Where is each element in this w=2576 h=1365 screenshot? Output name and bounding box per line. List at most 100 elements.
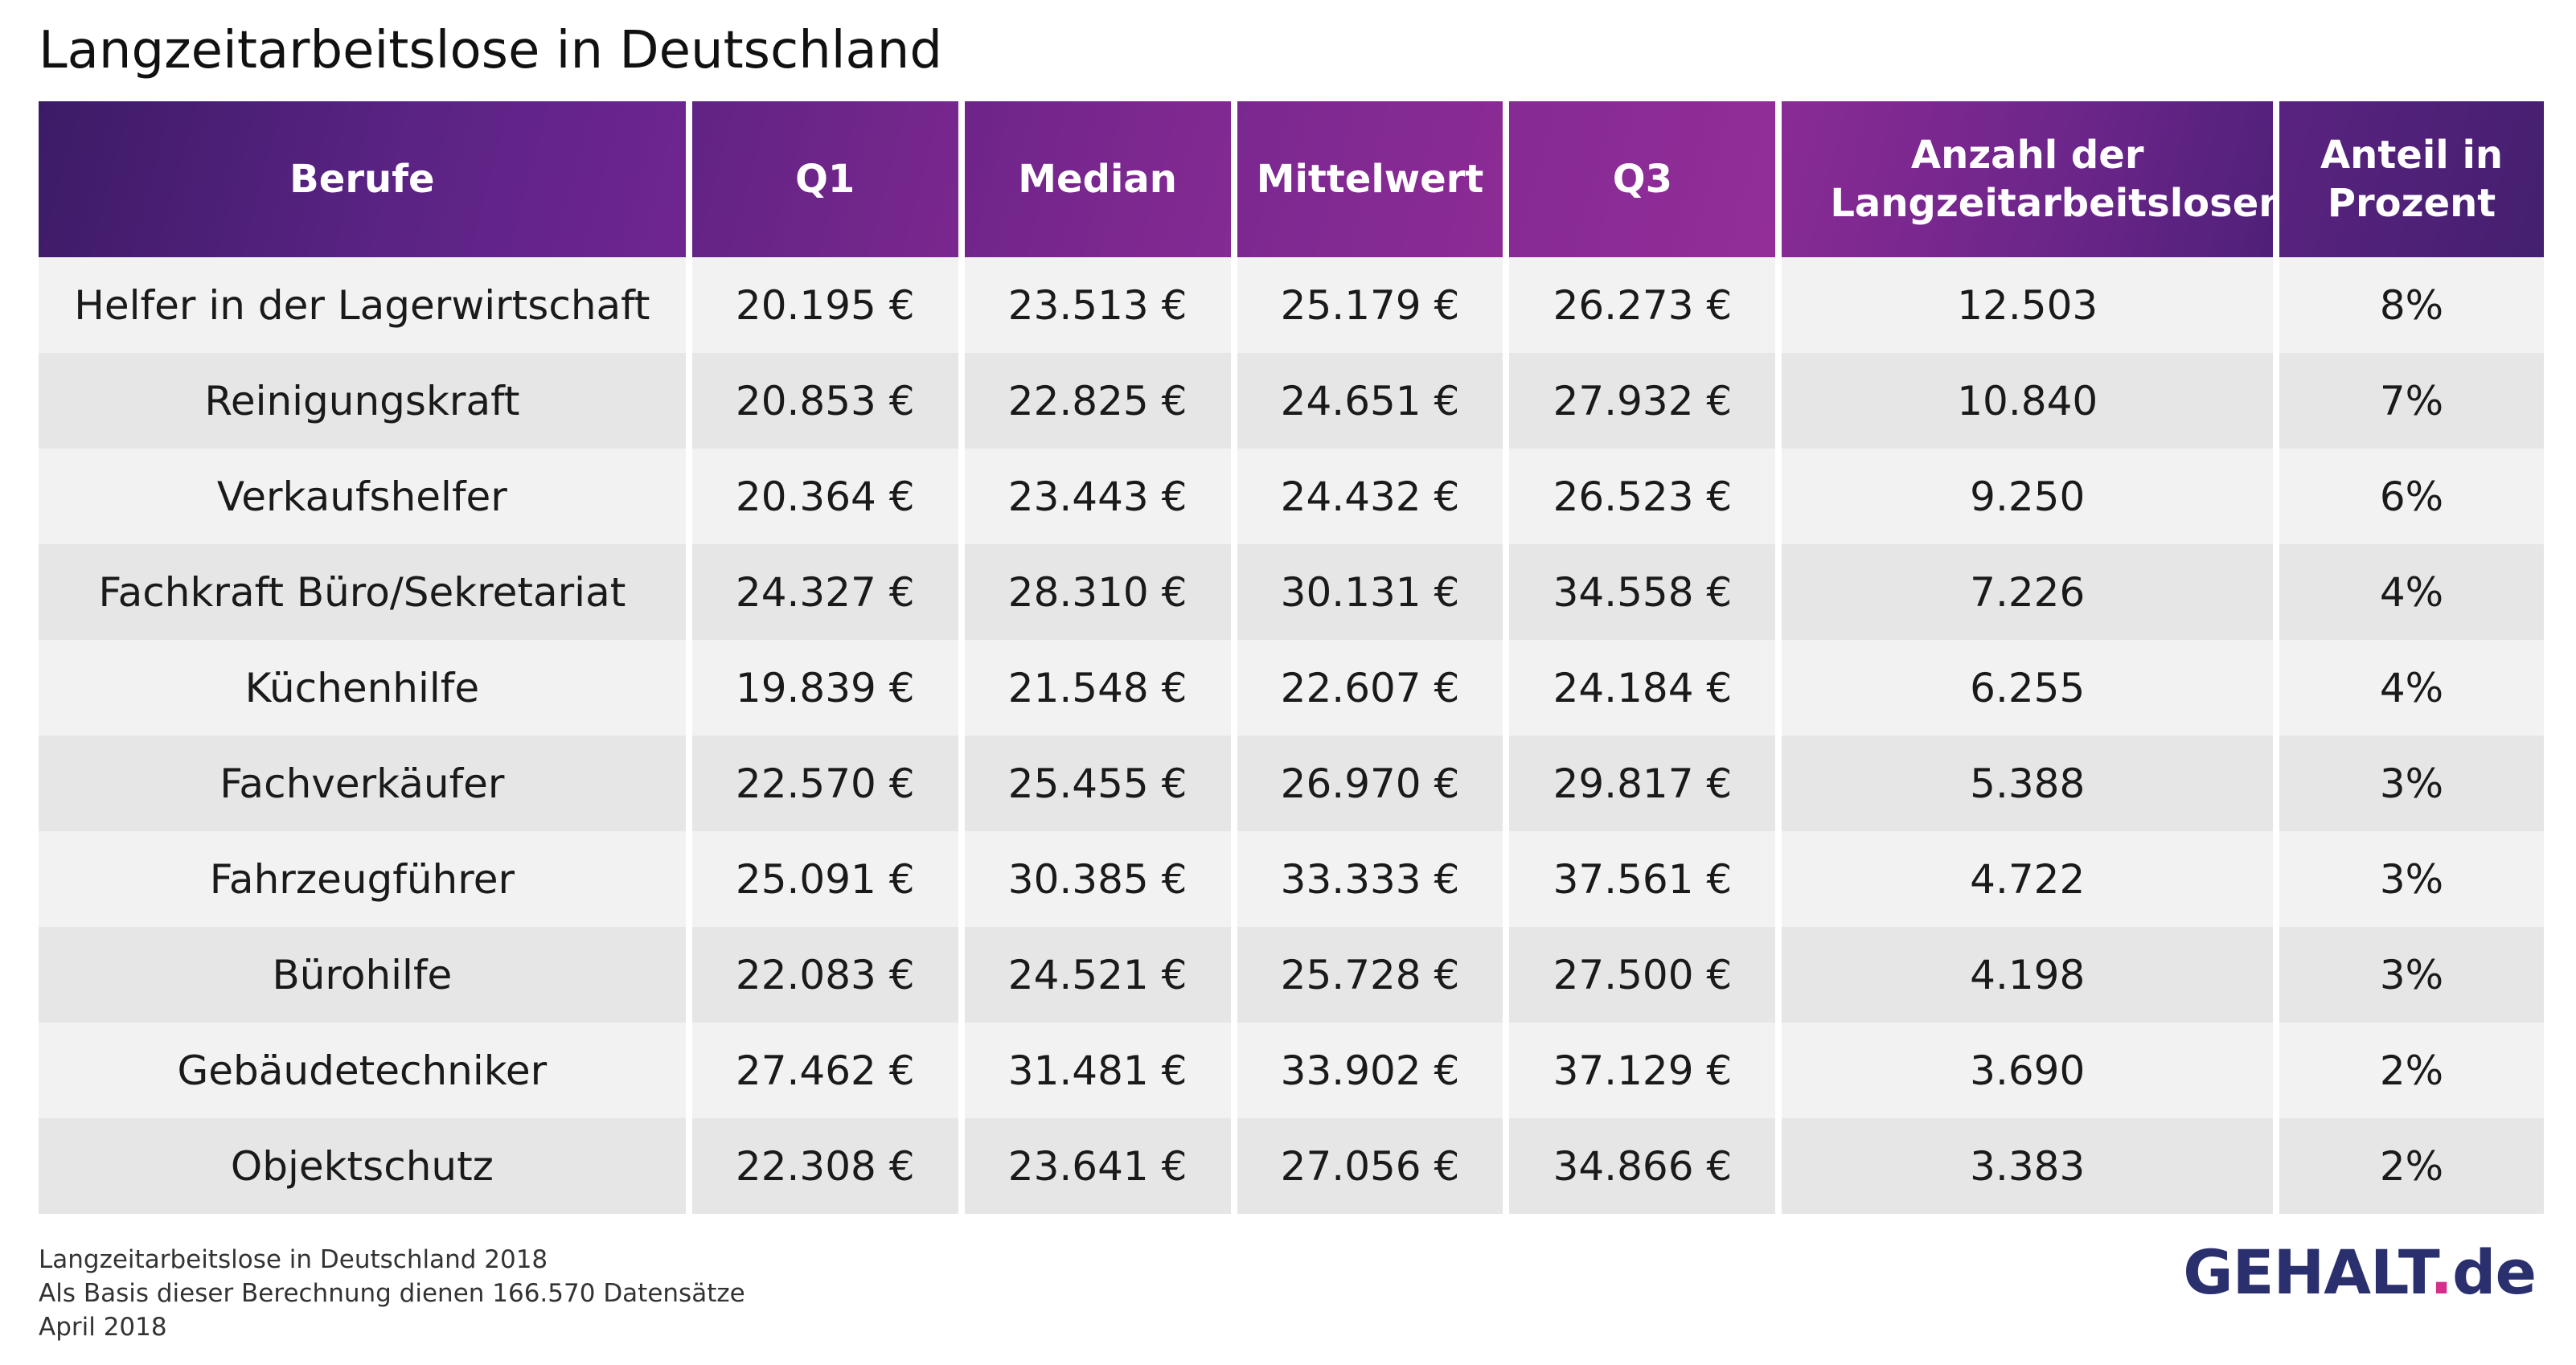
cell-beruf: Fachkraft Büro/Sekretariat — [39, 544, 686, 640]
table-header-row: Berufe Q1 Median Mittelwert Q3 Anzahl de… — [39, 101, 2544, 257]
cell-q1: 22.083 € — [691, 927, 958, 1023]
salary-table: Berufe Q1 Median Mittelwert Q3 Anzahl de… — [32, 101, 2550, 1214]
cell-anteil: 4% — [2279, 544, 2544, 640]
logo-tld-text: de — [2452, 1236, 2537, 1308]
table-row: Fachverkäufer 22.570 €25.455 €26.970 €29.… — [39, 736, 2544, 831]
cell-median: 21.548 € — [964, 640, 1231, 736]
cell-q1: 20.364 € — [691, 449, 958, 544]
cell-anteil: 2% — [2279, 1118, 2544, 1214]
table-row: Helfer in der Lagerwirtschaft 20.195 €23.… — [39, 257, 2544, 353]
cell-median: 30.385 € — [964, 831, 1231, 927]
column-header-mittelwert: Mittelwert — [1237, 101, 1503, 257]
cell-mittelwert: 25.179 € — [1237, 257, 1503, 353]
cell-beruf: Bürohilfe — [39, 927, 686, 1023]
cell-mittelwert: 25.728 € — [1237, 927, 1503, 1023]
table-row: Küchenhilfe 19.839 €21.548 €22.607 €24.18… — [39, 640, 2544, 736]
cell-anteil: 7% — [2279, 353, 2544, 449]
table-body: Helfer in der Lagerwirtschaft 20.195 €23.… — [39, 257, 2544, 1214]
table-row: Fachkraft Büro/Sekretariat 24.327 €28.310… — [39, 544, 2544, 640]
cell-q3: 34.866 € — [1509, 1118, 1776, 1214]
cell-mittelwert: 33.902 € — [1237, 1023, 1503, 1118]
cell-beruf: Objektschutz — [39, 1118, 686, 1214]
cell-anteil: 8% — [2279, 257, 2544, 353]
cell-anzahl: 4.722 — [1782, 831, 2274, 927]
cell-anteil: 3% — [2279, 736, 2544, 831]
cell-mittelwert: 30.131 € — [1237, 544, 1503, 640]
cell-q1: 24.327 € — [691, 544, 958, 640]
cell-anzahl: 6.255 — [1782, 640, 2274, 736]
column-header-anzahl: Anzahl der Langzeitarbeitslosen — [1782, 101, 2286, 257]
cell-median: 23.443 € — [964, 449, 1231, 544]
salary-table-container: Berufe Q1 Median Mittelwert Q3 Anzahl de… — [39, 101, 2544, 1214]
cell-mittelwert: 22.607 € — [1237, 640, 1503, 736]
cell-q3: 26.523 € — [1509, 449, 1776, 544]
table-row: Bürohilfe 22.083 €24.521 €25.728 €27.500 … — [39, 927, 2544, 1023]
cell-q1: 22.570 € — [691, 736, 958, 831]
table-row: Verkaufshelfer 20.364 €23.443 €24.432 €26… — [39, 449, 2544, 544]
footer-notes: Langzeitarbeitslose in Deutschland 2018 … — [39, 1243, 745, 1344]
page-title: Langzeitarbeitslose in Deutschland — [39, 21, 942, 80]
cell-q1: 20.853 € — [691, 353, 958, 449]
footer-line-2: Als Basis dieser Berechnung dienen 166.5… — [39, 1279, 745, 1308]
footer-line-3: April 2018 — [39, 1313, 167, 1342]
cell-anzahl: 12.503 — [1782, 257, 2274, 353]
cell-q3: 37.561 € — [1509, 831, 1776, 927]
cell-q3: 27.500 € — [1509, 927, 1776, 1023]
cell-median: 23.513 € — [964, 257, 1231, 353]
table-row: Fahrzeugführer 25.091 €30.385 €33.333 €37… — [39, 831, 2544, 927]
footer-line-1: Langzeitarbeitslose in Deutschland 2018 — [39, 1245, 548, 1274]
cell-mittelwert: 26.970 € — [1237, 736, 1503, 831]
cell-q1: 27.462 € — [691, 1023, 958, 1118]
cell-median: 25.455 € — [964, 736, 1231, 831]
cell-beruf: Küchenhilfe — [39, 640, 686, 736]
column-header-berufe: Berufe — [39, 101, 686, 257]
cell-anzahl: 3.690 — [1782, 1023, 2274, 1118]
cell-anteil: 3% — [2279, 831, 2544, 927]
cell-median: 23.641 € — [964, 1118, 1231, 1214]
cell-anzahl: 5.388 — [1782, 736, 2274, 831]
cell-q3: 37.129 € — [1509, 1023, 1776, 1118]
cell-q1: 20.195 € — [691, 257, 958, 353]
cell-q3: 34.558 € — [1509, 544, 1776, 640]
cell-median: 24.521 € — [964, 927, 1231, 1023]
cell-anzahl: 7.226 — [1782, 544, 2274, 640]
cell-anzahl: 10.840 — [1782, 353, 2274, 449]
cell-median: 22.825 € — [964, 353, 1231, 449]
cell-q3: 27.932 € — [1509, 353, 1776, 449]
cell-beruf: Fahrzeugführer — [39, 831, 686, 927]
cell-anteil: 6% — [2279, 449, 2544, 544]
cell-q1: 19.839 € — [691, 640, 958, 736]
cell-beruf: Verkaufshelfer — [39, 449, 686, 544]
cell-mittelwert: 27.056 € — [1237, 1118, 1503, 1214]
cell-beruf: Fachverkäufer — [39, 736, 686, 831]
cell-median: 28.310 € — [964, 544, 1231, 640]
cell-beruf: Helfer in der Lagerwirtschaft — [39, 257, 686, 353]
cell-median: 31.481 € — [964, 1023, 1231, 1118]
gehalt-logo: GEHALT.de — [2183, 1236, 2537, 1308]
table-row: Gebäudetechniker 27.462 €31.481 €33.902 €… — [39, 1023, 2544, 1118]
cell-mittelwert: 24.432 € — [1237, 449, 1503, 544]
cell-anteil: 3% — [2279, 927, 2544, 1023]
cell-anteil: 4% — [2279, 640, 2544, 736]
cell-anzahl: 9.250 — [1782, 449, 2274, 544]
cell-beruf: Reinigungskraft — [39, 353, 686, 449]
logo-dot: . — [2430, 1236, 2453, 1308]
cell-mittelwert: 33.333 € — [1237, 831, 1503, 927]
column-header-median: Median — [964, 101, 1231, 257]
cell-anzahl: 3.383 — [1782, 1118, 2274, 1214]
column-header-q1: Q1 — [691, 101, 958, 257]
cell-anteil: 2% — [2279, 1023, 2544, 1118]
cell-beruf: Gebäudetechniker — [39, 1023, 686, 1118]
column-header-q3: Q3 — [1509, 101, 1776, 257]
cell-anzahl: 4.198 — [1782, 927, 2274, 1023]
cell-q3: 26.273 € — [1509, 257, 1776, 353]
cell-q3: 24.184 € — [1509, 640, 1776, 736]
cell-q1: 22.308 € — [691, 1118, 958, 1214]
column-header-anteil: Anteil in Prozent — [2279, 101, 2544, 257]
cell-q1: 25.091 € — [691, 831, 958, 927]
logo-main-text: GEHALT — [2183, 1236, 2430, 1308]
cell-mittelwert: 24.651 € — [1237, 353, 1503, 449]
table-row: Reinigungskraft 20.853 €22.825 €24.651 €2… — [39, 353, 2544, 449]
cell-q3: 29.817 € — [1509, 736, 1776, 831]
table-row: Objektschutz 22.308 €23.641 €27.056 €34.8… — [39, 1118, 2544, 1214]
